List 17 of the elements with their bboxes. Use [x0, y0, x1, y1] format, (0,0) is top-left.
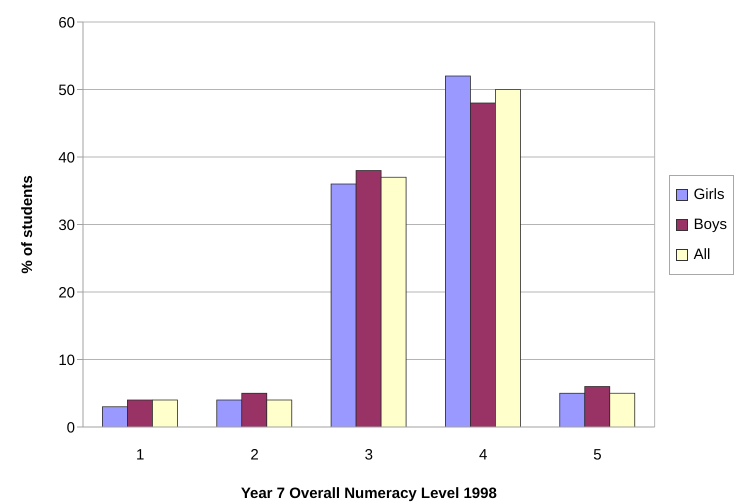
y-tick-label: 0 [66, 419, 75, 436]
y-tick-label: 30 [58, 216, 75, 234]
legend-label: All [694, 246, 710, 263]
y-tick-label: 40 [58, 149, 75, 166]
x-tick-label: 1 [136, 446, 144, 464]
legend-label: Girls [694, 186, 724, 203]
x-tick-label: 4 [478, 446, 488, 464]
x-tick-label: 5 [593, 446, 602, 464]
y-tick-label: 60 [58, 14, 75, 32]
y-tick-label: 10 [58, 352, 75, 369]
y-tick-label: 20 [58, 284, 75, 302]
x-tick-label: 3 [364, 446, 373, 464]
legend-label: Boys [694, 216, 727, 233]
x-tick-label: 2 [250, 446, 259, 464]
y-tick-label: 50 [58, 82, 75, 99]
x-axis-title: Year 7 Overall Numeracy Level 1998 [240, 484, 497, 502]
y-axis-title: % of students [18, 175, 36, 274]
